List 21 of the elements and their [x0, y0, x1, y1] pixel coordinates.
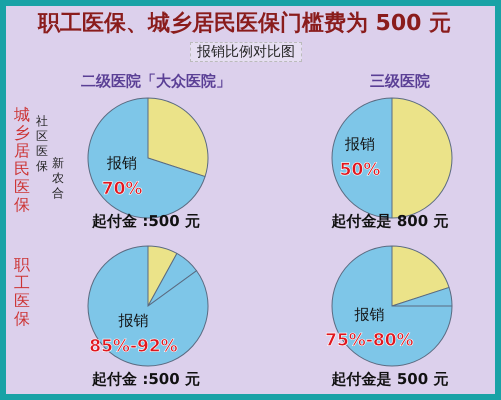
slice-label: 报销: [106, 154, 138, 172]
text: 起付金是 500 元: [330, 370, 450, 389]
chart-title: 职工医保、城乡居民医保门槛费为 500 元: [36, 10, 452, 38]
text: 城乡居民医保: [14, 105, 30, 214]
text: 起付金 :500 元: [91, 370, 201, 389]
data-label: 85%-92%: [89, 336, 178, 357]
text: 起付金是 800 元: [330, 212, 450, 231]
slice-label: 报销: [353, 306, 384, 324]
text: 起付金 :500 元: [91, 212, 201, 231]
slice-label: 报销: [117, 312, 148, 330]
text: 三级医院: [369, 72, 431, 91]
data-label: 50%: [340, 160, 380, 180]
text: 报销比例对比图: [190, 42, 302, 62]
text: 新农合: [52, 156, 64, 201]
text: 二级医院「大众医院」: [80, 72, 232, 91]
text: 职工医保: [14, 255, 30, 328]
pie-slice: [88, 246, 208, 366]
text: 社区医保: [36, 114, 48, 174]
data-label: 75%-80%: [325, 330, 414, 351]
data-label: 70%: [102, 178, 142, 199]
slice-label: 报销: [344, 135, 375, 153]
